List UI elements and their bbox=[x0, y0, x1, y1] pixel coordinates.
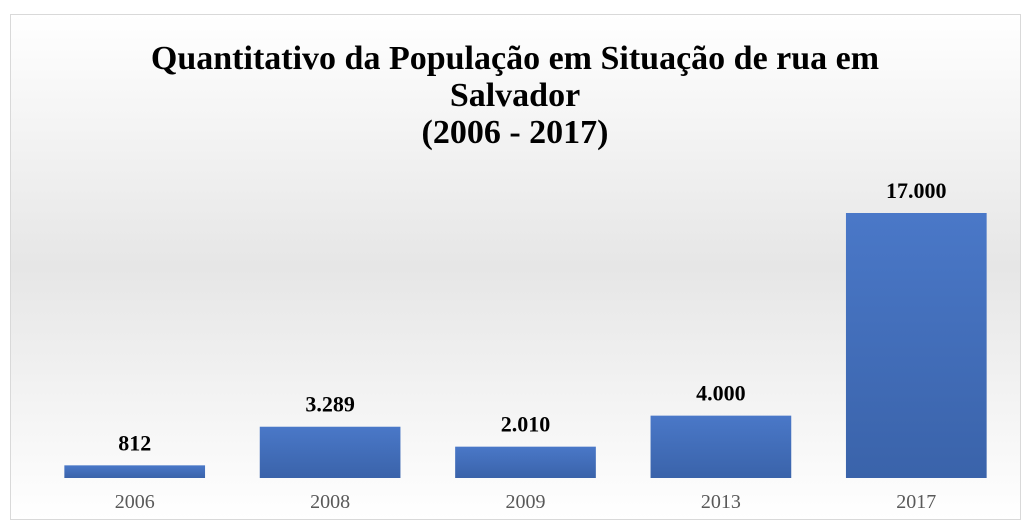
data-label: 17.000 bbox=[886, 178, 947, 203]
data-label: 3.289 bbox=[305, 392, 355, 417]
bar bbox=[455, 446, 596, 478]
bar bbox=[650, 415, 792, 478]
bar bbox=[64, 465, 206, 478]
data-label: 812 bbox=[118, 430, 151, 455]
x-tick-label: 2008 bbox=[310, 491, 350, 513]
x-tick-label: 2006 bbox=[115, 491, 155, 513]
chart-title: Quantitativo da População em Situação de… bbox=[150, 40, 880, 151]
bar bbox=[845, 213, 987, 478]
x-tick-label: 2013 bbox=[701, 491, 741, 513]
x-tick-label: 2009 bbox=[506, 491, 546, 513]
data-label: 2.010 bbox=[501, 412, 551, 437]
x-tick-label: 2017 bbox=[896, 491, 936, 513]
bar bbox=[259, 426, 401, 478]
data-label: 4.000 bbox=[696, 381, 746, 406]
